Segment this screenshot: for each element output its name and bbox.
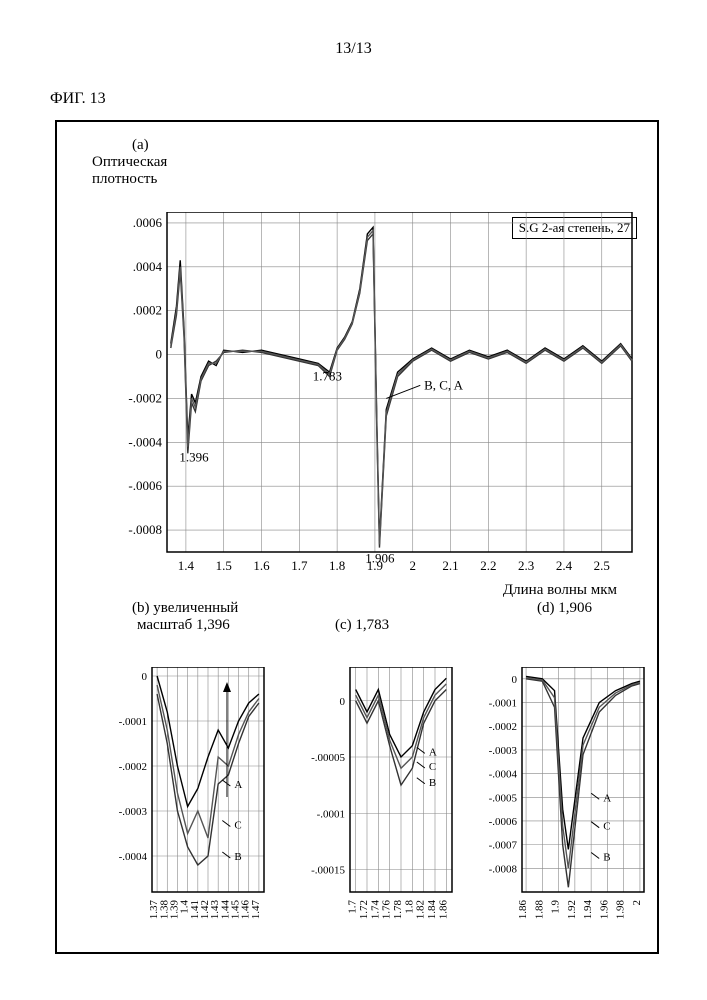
svg-text:1.906: 1.906 — [365, 551, 395, 566]
svg-text:B, C, A: B, C, A — [424, 377, 464, 392]
svg-text:1.92: 1.92 — [566, 900, 578, 919]
svg-text:2.3: 2.3 — [518, 558, 534, 573]
svg-text:.0006: .0006 — [133, 215, 163, 230]
svg-text:-.0003: -.0003 — [119, 806, 148, 818]
y-axis-label: Оптическая плотность — [92, 154, 167, 188]
svg-text:0: 0 — [512, 674, 518, 686]
panel-b-label: (b) увеличенный — [132, 600, 238, 617]
panel-a-label: (a) — [132, 137, 149, 154]
svg-text:1.96: 1.96 — [598, 900, 610, 920]
svg-text:-.0006: -.0006 — [489, 816, 518, 828]
svg-text:A: A — [234, 779, 242, 791]
svg-text:1.76: 1.76 — [381, 900, 393, 920]
svg-text:B: B — [603, 851, 610, 863]
svg-text:.0002: .0002 — [133, 303, 162, 318]
svg-text:B: B — [234, 851, 241, 863]
main-chart-svg: 1.41.51.61.71.81.922.12.22.32.42.5-.0008… — [112, 212, 642, 592]
svg-text:1.86: 1.86 — [517, 900, 529, 920]
svg-text:A: A — [429, 746, 437, 758]
svg-text:-.0002: -.0002 — [119, 761, 147, 773]
svg-text:A: A — [603, 792, 611, 804]
svg-text:B: B — [429, 777, 436, 789]
svg-text:-.0006: -.0006 — [128, 478, 162, 493]
svg-text:C: C — [603, 821, 610, 833]
svg-text:-.0001: -.0001 — [489, 698, 517, 710]
svg-text:1.7: 1.7 — [347, 900, 359, 914]
svg-text:1.86: 1.86 — [437, 900, 449, 920]
panel-c-label: (c) 1,783 — [335, 617, 389, 634]
svg-text:1.72: 1.72 — [358, 900, 370, 919]
svg-text:-.0005: -.0005 — [489, 792, 518, 804]
svg-text:-.0001: -.0001 — [317, 808, 345, 820]
svg-text:2.4: 2.4 — [556, 558, 573, 573]
svg-text:-.0007: -.0007 — [489, 840, 518, 852]
svg-text:1.94: 1.94 — [582, 900, 594, 920]
svg-text:1.78: 1.78 — [392, 900, 404, 920]
x-axis-label: Длина волны мкм — [503, 582, 617, 599]
svg-text:-.0004: -.0004 — [489, 769, 518, 781]
svg-text:-.0004: -.0004 — [128, 434, 162, 449]
svg-text:1.6: 1.6 — [253, 558, 270, 573]
svg-text:-.0002: -.0002 — [489, 721, 517, 733]
svg-text:2.1: 2.1 — [442, 558, 458, 573]
svg-text:C: C — [234, 820, 241, 832]
figure-label: ФИГ. 13 — [50, 90, 106, 108]
svg-text:2.2: 2.2 — [480, 558, 496, 573]
svg-text:-.0008: -.0008 — [489, 863, 518, 875]
svg-text:0: 0 — [340, 696, 346, 708]
chart-c-svg: 1.71.721.741.761.781.81.821.841.86 0 -.000… — [305, 667, 455, 947]
svg-text:-.0008: -.0008 — [128, 522, 162, 537]
panel-d-label: (d) 1,906 — [537, 600, 592, 617]
svg-text:2: 2 — [409, 558, 416, 573]
figure-frame: (a) Оптическая плотность S.G 2-ая степен… — [55, 120, 659, 954]
svg-text:2: 2 — [631, 900, 643, 906]
svg-text:2.5: 2.5 — [594, 558, 610, 573]
svg-text:1.5: 1.5 — [216, 558, 232, 573]
svg-text:-.00005: -.00005 — [311, 752, 345, 764]
svg-text:1.9: 1.9 — [550, 900, 562, 914]
svg-text:-.0004: -.0004 — [119, 851, 148, 863]
svg-text:1.74: 1.74 — [369, 900, 381, 920]
svg-text:-.00015: -.00015 — [311, 865, 345, 877]
svg-text:1.98: 1.98 — [615, 900, 627, 920]
svg-text:1.88: 1.88 — [533, 900, 545, 920]
svg-text:C: C — [429, 761, 436, 773]
svg-text:1.47: 1.47 — [250, 900, 262, 920]
svg-text:1.783: 1.783 — [313, 369, 342, 384]
svg-text:-.0002: -.0002 — [128, 390, 162, 405]
svg-text:1.8: 1.8 — [403, 900, 415, 914]
svg-text:-.0001: -.0001 — [119, 716, 147, 728]
svg-text:1.84: 1.84 — [426, 900, 438, 920]
page-number: 13/13 — [0, 40, 707, 58]
chart-d: 1.861.881.91.921.941.961.9820-.0001-.000… — [477, 667, 647, 897]
svg-text:1.8: 1.8 — [329, 558, 345, 573]
chart-c: 1.71.721.741.761.781.81.821.841.860-.000… — [305, 667, 455, 897]
svg-text:1.396: 1.396 — [179, 450, 209, 465]
panel-b-sublabel: масштаб 1,396 — [137, 617, 230, 634]
chart-b-svg: 1.371.381.391.41.411.421.431.441.451.461… — [107, 667, 267, 947]
svg-text:1.82: 1.82 — [415, 900, 427, 919]
svg-text:.0004: .0004 — [133, 259, 163, 274]
svg-text:0: 0 — [142, 671, 148, 683]
svg-text:1.4: 1.4 — [178, 558, 195, 573]
svg-text:-.0003: -.0003 — [489, 745, 518, 757]
svg-text:1.7: 1.7 — [291, 558, 308, 573]
main-chart: 1.41.51.61.71.81.922.12.22.32.42.5-.0008… — [112, 212, 642, 552]
chart-b: 1.371.381.391.41.411.421.431.441.451.461… — [107, 667, 267, 897]
chart-d-svg: 1.86 1.88 1.9 1.92 1.94 1.96 1.98 2 0 -.0001 -.000… — [477, 667, 647, 947]
svg-text:0: 0 — [156, 347, 163, 362]
